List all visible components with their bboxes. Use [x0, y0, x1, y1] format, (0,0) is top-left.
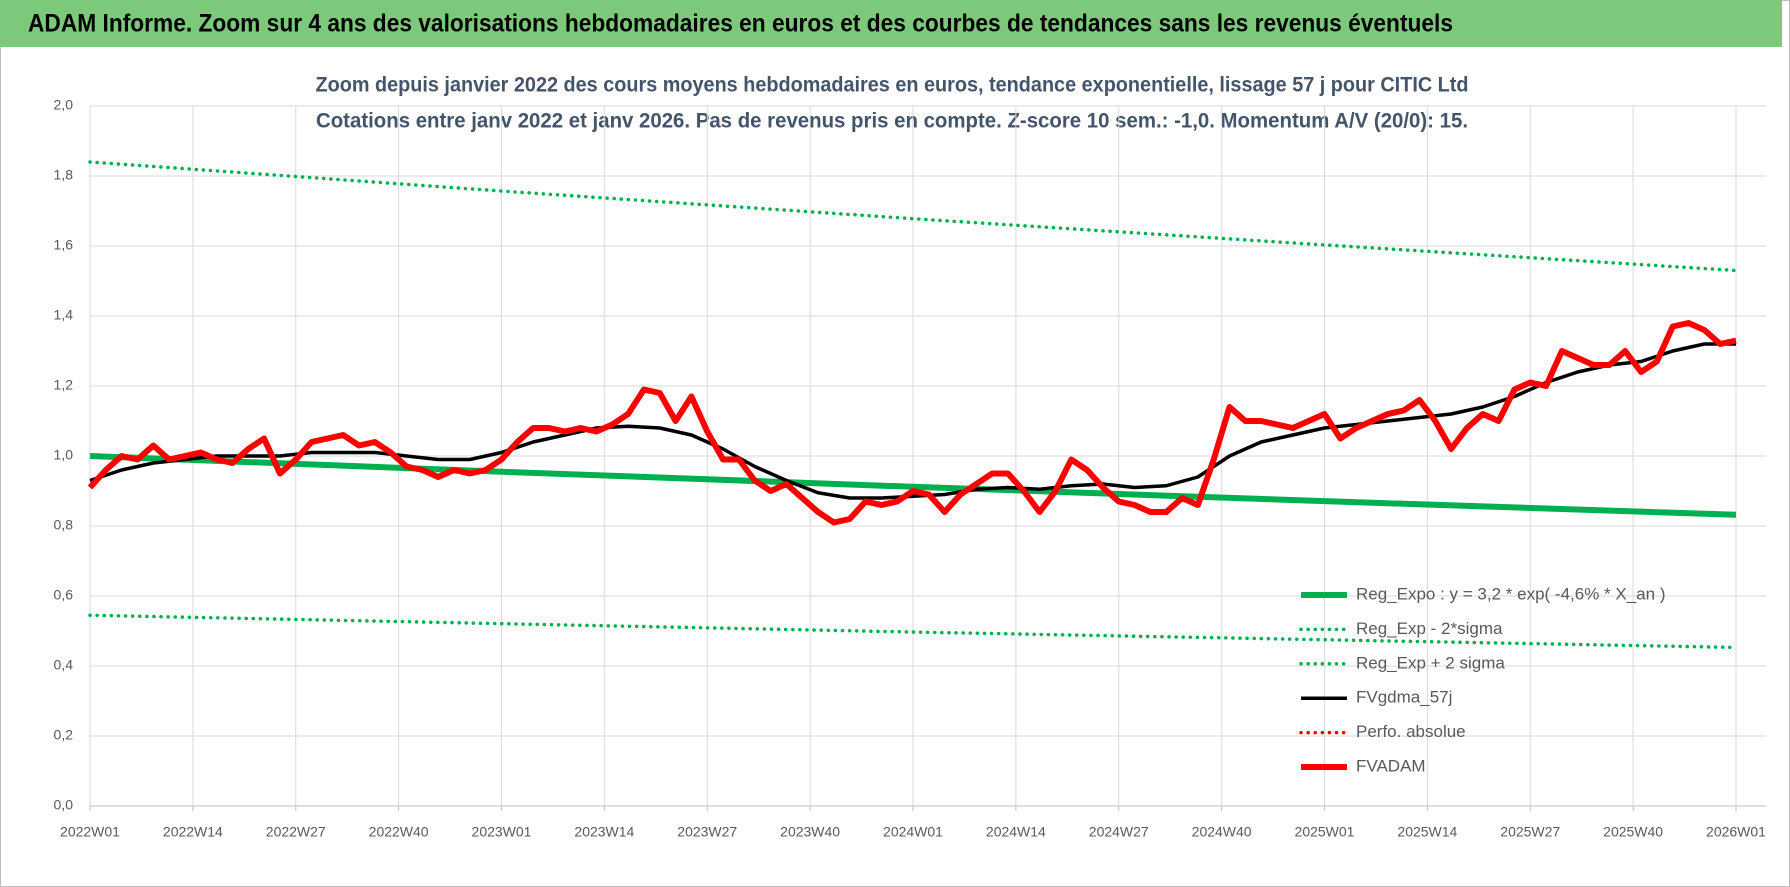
legend-label: Reg_Exp + 2 sigma [1356, 653, 1505, 672]
x-tick-label: 2023W40 [780, 824, 840, 840]
y-tick-label: 1,4 [54, 307, 74, 323]
x-tick-label: 2023W01 [472, 824, 532, 840]
y-tick-label: 0,2 [54, 727, 74, 743]
series-line [88, 613, 1738, 650]
series-line [87, 320, 1737, 526]
legend-label: FVgdma_57j [1356, 688, 1452, 707]
x-tick-label: 2023W14 [574, 824, 634, 840]
header-bar [0, 0, 1782, 47]
y-tick-label: 0,0 [54, 797, 74, 813]
x-tick-label: 2023W27 [677, 824, 737, 840]
header-title: ADAM Informe. Zoom sur 4 ans des valoris… [28, 10, 1453, 38]
x-tick-label: 2024W14 [986, 824, 1046, 840]
chart-title: Zoom depuis janvier 2022 des cours moyen… [316, 74, 1469, 97]
legend-label: Reg_Exp - 2*sigma [1356, 619, 1503, 638]
y-tick-label: 0,6 [54, 587, 74, 603]
y-tick-label: 2,0 [54, 97, 74, 113]
y-tick-label: 1,0 [54, 447, 74, 463]
y-tick-label: 0,4 [54, 657, 74, 673]
y-tick-label: 1,8 [54, 167, 74, 183]
x-tick-label: 2022W27 [266, 824, 326, 840]
y-tick-label: 1,6 [54, 237, 74, 253]
x-tick-label: 2024W01 [883, 824, 943, 840]
x-tick-label: 2024W40 [1192, 824, 1252, 840]
legend-label: FVADAM [1356, 756, 1426, 775]
chart-title: Cotations entre janv 2022 et janv 2026. … [316, 110, 1468, 133]
x-tick-label: 2022W40 [369, 824, 429, 840]
x-tick-label: 2024W27 [1089, 824, 1149, 840]
series-line [88, 160, 1738, 273]
series-line [89, 453, 1737, 518]
x-tick-label: 2026W01 [1706, 824, 1766, 840]
legend-label: Perfo. absolue [1356, 722, 1466, 741]
x-tick-label: 2025W27 [1500, 824, 1560, 840]
x-tick-label: 2022W14 [163, 824, 223, 840]
x-tick-label: 2022W01 [60, 824, 120, 840]
x-tick-label: 2025W14 [1397, 824, 1457, 840]
x-tick-label: 2025W40 [1603, 824, 1663, 840]
legend-label: Reg_Expo : y = 3,2 * exp( -4,6% * X_an ) [1356, 584, 1665, 603]
x-tick-label: 2025W01 [1295, 824, 1355, 840]
y-tick-label: 1,2 [54, 377, 74, 393]
y-tick-label: 0,8 [54, 517, 74, 533]
series-line [89, 342, 1736, 500]
